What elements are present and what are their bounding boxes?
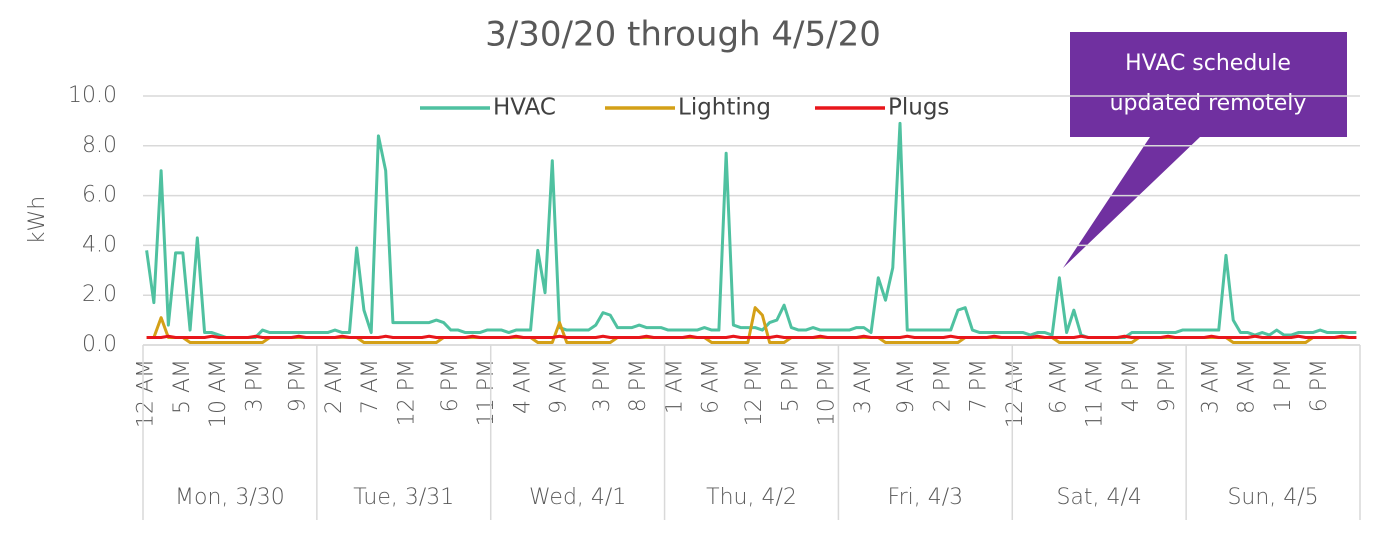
- y-axis-label: kWh: [25, 196, 50, 244]
- day-label: Sun, 4/5: [1227, 485, 1318, 510]
- x-tick-label: 8 PM: [626, 359, 651, 412]
- y-tick-label: 0.0: [82, 332, 117, 357]
- annotation-text: updated remotely: [1110, 91, 1307, 116]
- x-tick-label: 11 AM: [1083, 359, 1108, 428]
- x-tick-label: 12 AM: [134, 359, 159, 428]
- y-tick-label: 10.0: [68, 83, 117, 108]
- legend-label: Lighting: [678, 95, 771, 121]
- y-tick-label: 4.0: [82, 232, 117, 257]
- x-tick-label: 9 AM: [894, 359, 919, 414]
- x-tick-label: 1 PM: [1271, 359, 1296, 412]
- x-tick-label: 6 PM: [1307, 359, 1332, 412]
- x-tick-label: 1 AM: [662, 359, 687, 414]
- x-tick-label: 3 AM: [851, 359, 876, 414]
- x-tick-label: 6 AM: [1046, 359, 1071, 414]
- x-tick-label: 9 PM: [286, 359, 311, 412]
- x-tick-label: 12 PM: [394, 359, 419, 426]
- day-label: Sat, 4/4: [1056, 485, 1141, 510]
- x-tick-label: 4 AM: [510, 359, 535, 414]
- x-tick-label: 2 PM: [930, 359, 955, 412]
- x-tick-label: 6 PM: [438, 359, 463, 412]
- y-tick-label: 6.0: [82, 183, 117, 208]
- x-tick-label: 5 PM: [778, 359, 803, 412]
- annotation-text: HVAC schedule: [1125, 51, 1291, 76]
- x-tick-label: 10 AM: [206, 359, 231, 428]
- x-tick-label: 6 AM: [699, 359, 724, 414]
- x-tick-label: 12 PM: [742, 359, 767, 426]
- x-tick-label: 5 AM: [170, 359, 195, 414]
- series-line: [146, 334, 1357, 340]
- annotation-box: [1063, 32, 1347, 268]
- legend-label: Plugs: [888, 95, 949, 121]
- x-tick-label: 7 PM: [967, 359, 992, 412]
- y-tick-label: 8.0: [82, 133, 117, 158]
- x-tick-label: 9 PM: [1155, 359, 1180, 412]
- x-tick-label: 12 AM: [1003, 359, 1028, 428]
- day-label: Tue, 3/31: [353, 485, 454, 510]
- annotation: HVAC schedule updated remotely: [1063, 32, 1347, 268]
- x-tick-label: 3 AM: [1198, 359, 1223, 414]
- x-tick-label: 3 PM: [590, 359, 615, 412]
- x-tick-label: 11 PM: [474, 359, 499, 426]
- x-tick-label: 3 PM: [242, 359, 267, 412]
- x-tick-label: 4 PM: [1119, 359, 1144, 412]
- x-tick-label: 2 AM: [322, 359, 347, 414]
- legend-label: HVAC: [493, 95, 556, 121]
- x-tick-label: 10 PM: [815, 359, 840, 426]
- x-tick-label: 9 AM: [547, 359, 572, 414]
- day-label: Fri, 4/3: [888, 485, 964, 510]
- day-label: Thu, 4/2: [706, 485, 797, 510]
- x-tick-label: 7 AM: [358, 359, 383, 414]
- day-label: Mon, 3/30: [175, 485, 285, 510]
- chart-title: 3/30/20 through 4/5/20: [485, 15, 881, 55]
- y-tick-label: 2.0: [82, 282, 117, 307]
- day-label: Wed, 4/1: [529, 485, 626, 510]
- x-tick-label: 8 AM: [1235, 359, 1260, 414]
